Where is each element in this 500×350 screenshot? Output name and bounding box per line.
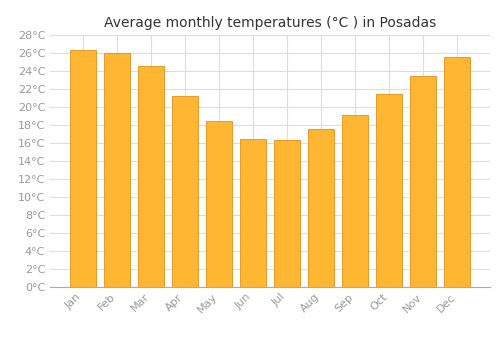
Bar — [138, 65, 164, 287]
Bar — [444, 57, 470, 287]
Bar — [104, 53, 130, 287]
Bar — [308, 128, 334, 287]
Bar — [206, 120, 232, 287]
Bar — [240, 139, 266, 287]
Bar — [410, 76, 436, 287]
Bar — [274, 140, 300, 287]
Title: Average monthly temperatures (°C ) in Posadas: Average monthly temperatures (°C ) in Po… — [104, 16, 436, 30]
Bar — [342, 115, 368, 287]
Bar — [172, 96, 198, 287]
Bar — [376, 93, 402, 287]
Bar — [70, 50, 96, 287]
